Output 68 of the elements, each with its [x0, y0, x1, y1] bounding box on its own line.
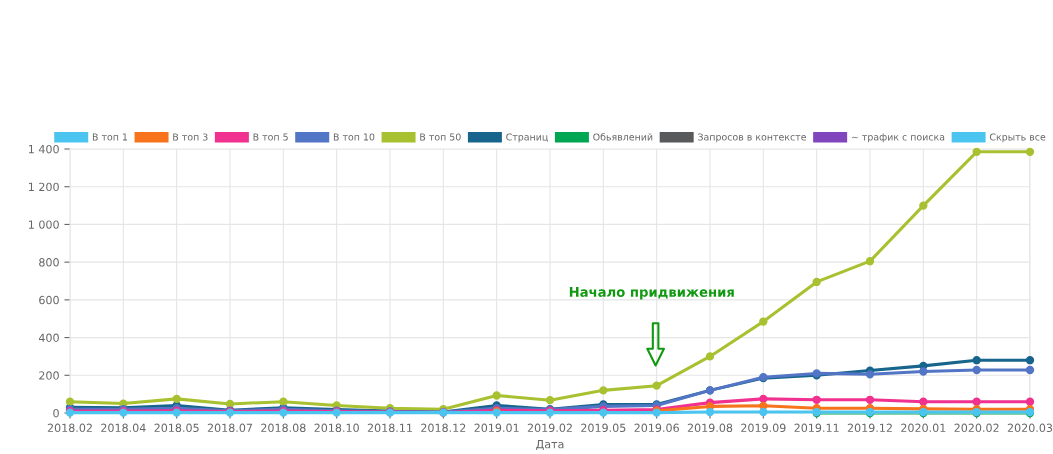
x-tick-label: 2018.08	[261, 423, 306, 433]
x-tick-label: 2018.10	[314, 423, 359, 433]
x-tick-label: 2018.02	[47, 423, 92, 433]
point	[279, 397, 288, 406]
point	[865, 370, 875, 379]
x-tick-label: 2019.05	[581, 423, 626, 433]
y-tick-label: 1 200	[28, 182, 59, 192]
x-tick-label: 2019.01	[474, 423, 519, 433]
point	[759, 407, 768, 417]
point	[705, 352, 715, 361]
y-tick-label: 400	[38, 333, 59, 342]
legend-label: В топ 3	[173, 133, 208, 141]
point	[225, 399, 235, 409]
point	[172, 394, 181, 404]
point	[492, 391, 501, 400]
x-tick-label: 2019.06	[634, 423, 679, 433]
point	[865, 257, 875, 266]
point	[599, 386, 608, 395]
legend-label: Страниц	[506, 133, 548, 143]
x-tick-label: 2018.04	[101, 423, 146, 433]
point	[812, 277, 821, 287]
x-axis-title: Дата	[536, 440, 564, 450]
y-tick-label: 1 000	[28, 220, 59, 229]
y-tick-label: 0	[53, 408, 59, 418]
x-tick-label: 2019.02	[527, 423, 572, 433]
x-tick-label: 2019.12	[847, 423, 892, 433]
point	[972, 147, 981, 156]
point	[1025, 356, 1035, 365]
point	[759, 394, 768, 404]
y-tick-label: 200	[39, 371, 59, 380]
annotation: Начало придвижения	[569, 287, 734, 300]
legend-label: В топ 1	[92, 133, 128, 141]
point	[1025, 397, 1035, 406]
point	[65, 397, 75, 406]
point	[919, 367, 928, 376]
point	[972, 397, 981, 406]
point	[972, 356, 981, 365]
x-tick-label: 2019.09	[741, 423, 786, 433]
legend-label: Запросов в контексте	[698, 133, 807, 143]
legend-label: Скрыть все	[989, 133, 1046, 143]
point	[705, 407, 715, 417]
y-tick-label: 600	[39, 295, 59, 305]
legend-label: Обьявлений	[593, 133, 653, 141]
point	[545, 396, 555, 405]
legend-label: В топ 50	[420, 133, 461, 141]
point	[919, 201, 928, 210]
legend-label: В топ 10	[333, 133, 375, 141]
legend-label: ~ трафик с поиска	[851, 133, 945, 143]
point	[919, 397, 928, 406]
x-tick-label: 2018.07	[207, 423, 253, 433]
point	[972, 365, 981, 375]
x-tick-label: 2019.08	[687, 423, 733, 433]
x-tick-label: 2020.03	[1007, 423, 1053, 433]
x-tick-label: 2020.01	[901, 423, 946, 433]
point	[652, 381, 661, 390]
point	[1025, 147, 1035, 156]
point	[759, 317, 768, 326]
x-tick-label: 2018.12	[421, 423, 466, 433]
x-tick-label: 2018.05	[154, 423, 199, 433]
x-tick-label: 2020.02	[954, 423, 999, 433]
y-tick-label: 1 400	[28, 144, 59, 154]
point	[865, 395, 875, 404]
y-tick-label: 800	[39, 258, 59, 267]
point	[1025, 365, 1035, 375]
x-tick-label: 2018.11	[367, 423, 412, 433]
point	[812, 395, 821, 404]
legend-label: В топ 5	[253, 133, 288, 141]
x-tick-label: 2019.11	[794, 423, 839, 433]
